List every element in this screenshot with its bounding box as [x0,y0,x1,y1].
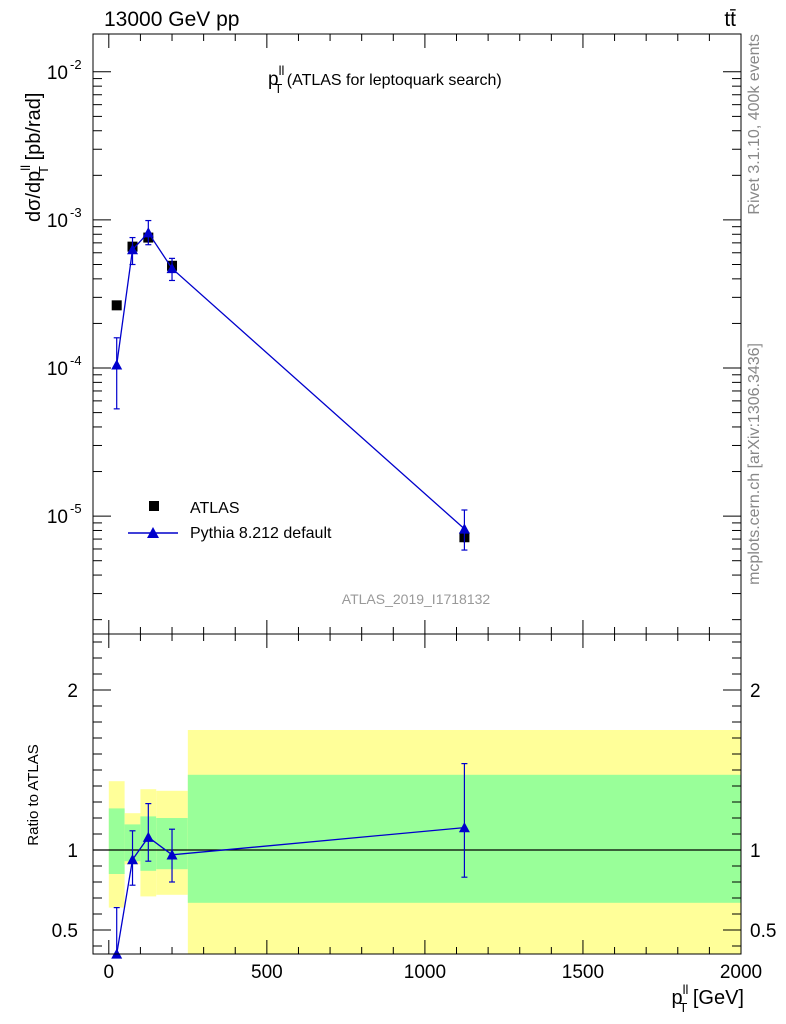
ratio-x-tick-label: 1500 [562,962,604,983]
ratio-ylabel: Ratio to ATLAS [25,744,42,845]
main-y-tick-exponent: -3 [70,205,82,220]
ylabel-sub: T [36,166,51,174]
atlas-point [111,300,122,311]
pythia-point [111,359,123,370]
xlabel-main: p [671,987,682,1009]
tick-base: 10 [47,63,68,84]
header-left: 13000 GeV pp [104,8,239,31]
main-y-tick-label: 10 [47,63,68,84]
ratio-y-tick-label-right: 0.5 [750,921,776,942]
mcplots-label: mcplots.cern.ch [arXiv:1306.3436] [746,343,763,585]
legend-pythia-marker [147,527,159,538]
title-sub: T [274,81,282,96]
ratio-x-tick-label: 1000 [404,962,446,983]
analysis-watermark: ATLAS_2019_I1718132 [342,591,491,607]
ratio-x-tick-label: 0 [104,962,115,983]
ratio-y-tick-label: 0.5 [52,921,78,942]
ratio-pythia-point [166,849,178,860]
ratio-axes: 0 500 1000 1500 2000 0.5 0.5 1 1 2 2 [52,634,776,983]
ratio-pythia-point [127,854,139,865]
uncertainty-band-inner [108,808,125,874]
ratio-panel-content [93,730,741,959]
main-ylabel: dσ/dpll T [pb/rad] [18,93,51,222]
tick-base: 10 [47,211,68,232]
ratio-xlabel: pll T [GeV] [671,982,744,1015]
legend-atlas-label: ATLAS [190,500,240,517]
pythia-point [127,244,139,255]
title-main: p [268,69,279,90]
title-rest: (ATLAS for leptoquark search) [282,72,501,89]
ratio-panel-frame [92,633,742,955]
main-axes: 10-210-310-410-5 [47,34,742,634]
header-right: tt̄ [724,8,736,31]
pythia-point [166,262,178,274]
main-panel-content [111,219,470,551]
rivet-label: Rivet 3.1.10, 400k events [746,34,763,215]
xlabel-sup: ll [683,982,689,997]
main-title: pll T (ATLAS for leptoquark search) [268,63,502,96]
title-sup: ll [279,63,285,78]
main-y-tick-exponent: -4 [70,353,82,368]
main-y-tick-exponent: -2 [70,57,82,72]
legend-atlas-marker [149,501,159,511]
ratio-pythia-point [142,831,154,842]
main-y-tick-label: 10 [47,359,68,380]
ratio-pythia-point [458,822,470,833]
main-y-tick-label: 10 [47,211,68,232]
ratio-x-tick-label: 500 [251,962,283,983]
ratio-x-tick-label: 2000 [720,962,762,983]
main-y-tick-label: 10 [47,507,68,528]
pythia-point [142,227,154,238]
pythia-point [458,523,470,534]
ratio-y-tick-label: 1 [67,841,78,862]
pythia-line [116,231,465,530]
xlabel-sub: T [679,1000,687,1015]
legend: ATLAS Pythia 8.212 default [128,500,332,542]
ylabel-main: dσ/dp [23,171,45,222]
xlabel-rest: [GeV] [687,987,744,1009]
tick-base: 10 [47,507,68,528]
ratio-y-tick-label: 2 [67,681,78,702]
ratio-y-tick-label-right: 2 [750,681,761,702]
tick-base: 10 [47,359,68,380]
main-panel-frame [92,33,742,635]
ylabel-sup: ll [18,165,33,171]
main-y-tick-exponent: -5 [70,501,82,516]
legend-pythia-label: Pythia 8.212 default [190,525,332,542]
ratio-y-tick-label-right: 1 [750,841,761,862]
ylabel-rest: [pb/rad] [23,93,45,166]
